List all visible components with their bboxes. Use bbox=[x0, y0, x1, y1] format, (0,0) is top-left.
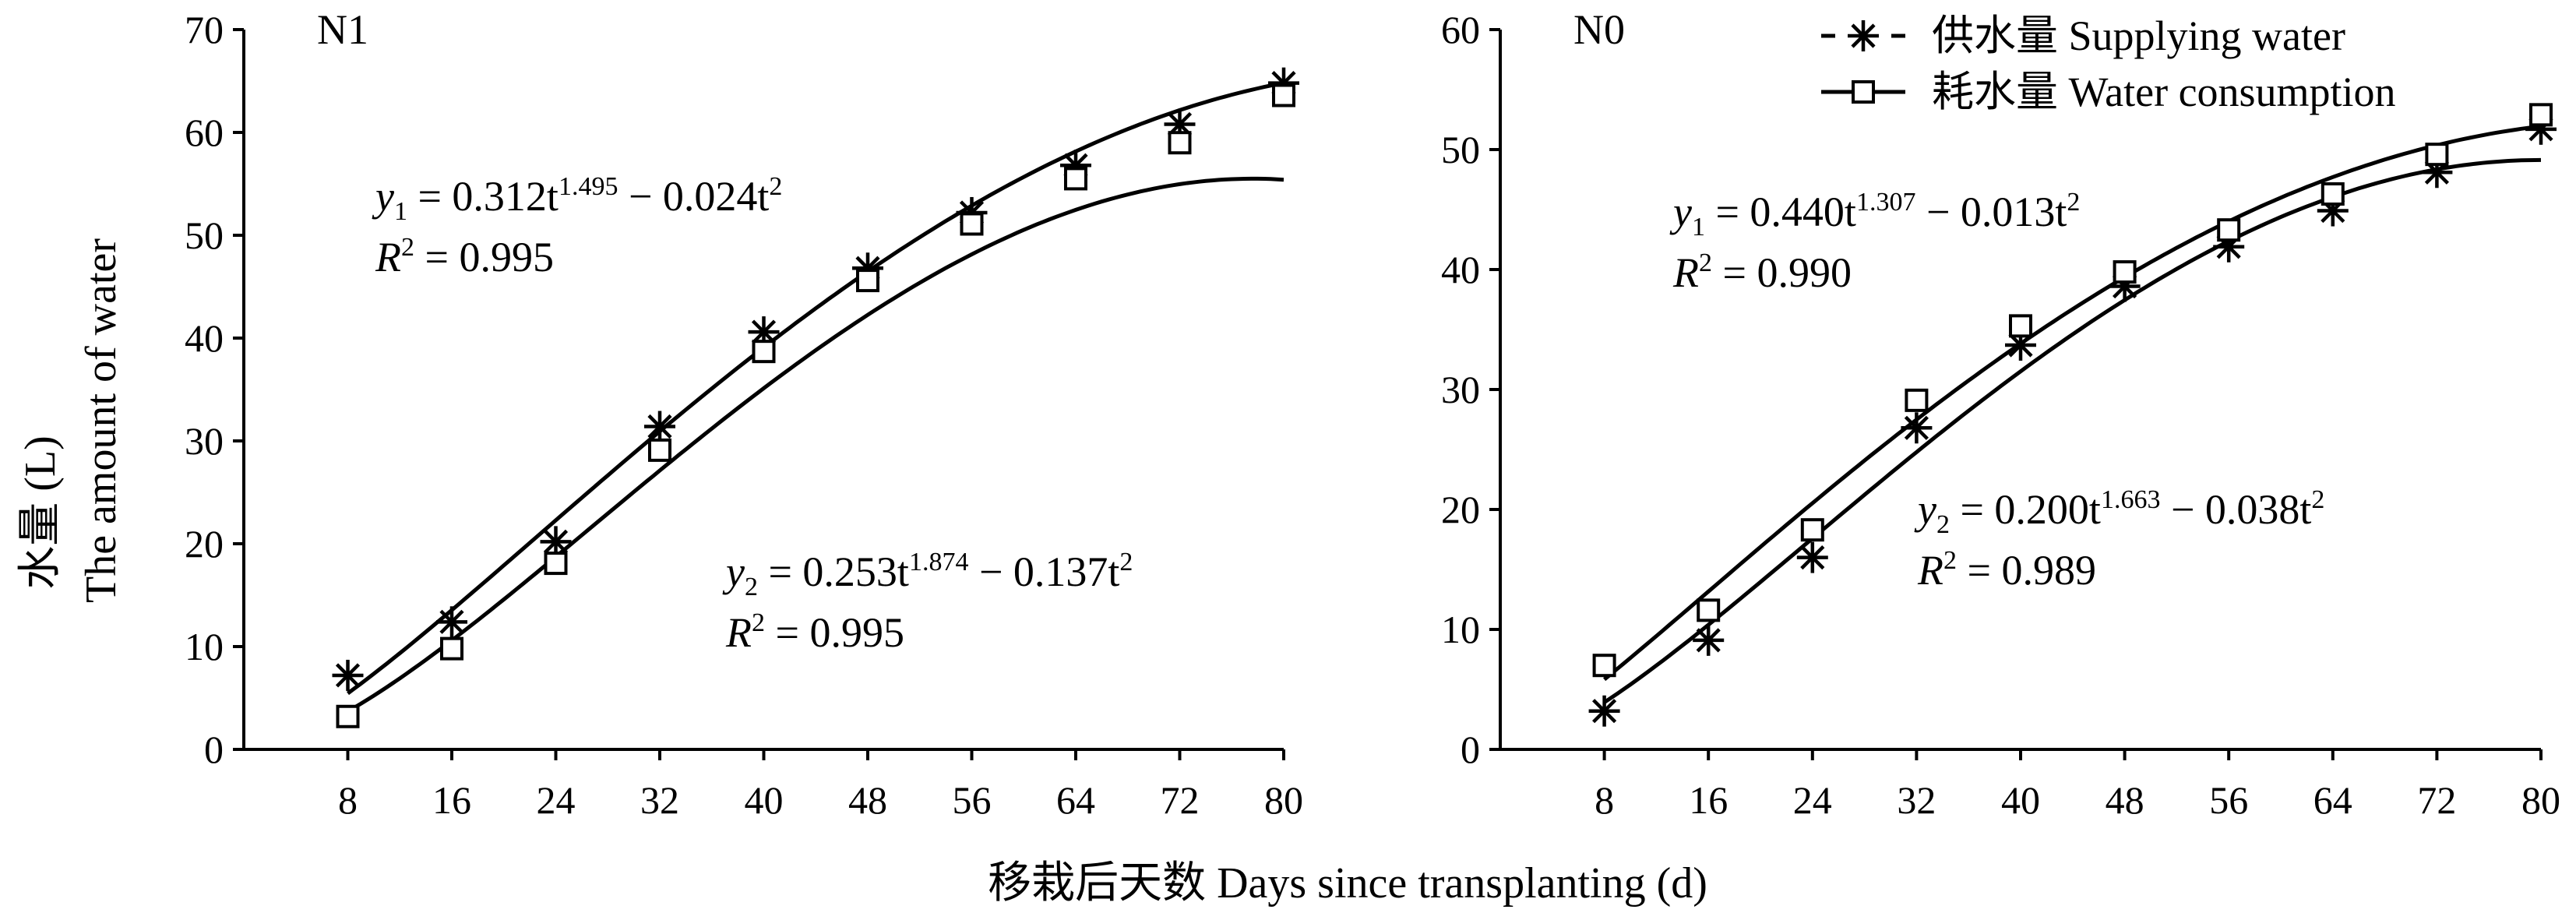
point-supply bbox=[540, 526, 572, 558]
x-tick-label: 48 bbox=[2106, 778, 2144, 822]
fit-curve-supply-n1 bbox=[347, 81, 1284, 696]
equation-y1-n1: y1 = 0.312t1.495 − 0.024t2 bbox=[372, 172, 782, 226]
y-tick-label: 30 bbox=[185, 419, 224, 463]
fit-curve-supply-n0 bbox=[1603, 157, 2542, 704]
y-tick-label: 20 bbox=[185, 522, 224, 566]
point-supply bbox=[1901, 412, 1933, 444]
x-axis-title: 移栽后天数 Days since transplanting (d) bbox=[988, 859, 1707, 908]
y-tick-label: 20 bbox=[1441, 488, 1480, 531]
panel-n1: N1 0 10 20 30 40 50 60 70 8 16 24 32 40 48 56 64 72 80 bbox=[185, 6, 1303, 822]
point-supply bbox=[436, 606, 467, 638]
y-tick-label: 40 bbox=[185, 316, 224, 360]
point-supply bbox=[1693, 624, 1725, 656]
legend-square-icon bbox=[1852, 80, 1875, 104]
y-tick-label: 70 bbox=[185, 8, 224, 51]
y-axis-title-en: The amount of water bbox=[77, 238, 125, 603]
x-tick-label: 80 bbox=[2521, 778, 2560, 822]
x-tick-label: 24 bbox=[1793, 778, 1832, 822]
point-consumption bbox=[1272, 83, 1295, 108]
y-tick-label: 10 bbox=[1441, 608, 1480, 651]
point-consumption bbox=[1697, 598, 1721, 622]
point-consumption bbox=[1905, 388, 1929, 412]
equation-y1-n0: y1 = 0.440t1.307 − 0.013t2 bbox=[1669, 188, 2080, 241]
point-consumption bbox=[856, 269, 879, 293]
equation-y2-n0: y2 = 0.200t1.663 − 0.038t2 bbox=[1914, 485, 2324, 539]
point-consumption bbox=[1168, 131, 1192, 155]
legend: 供水量 Supplying water 耗水量 Water consumptio… bbox=[1821, 12, 2396, 115]
panel-label-n1: N1 bbox=[317, 6, 368, 53]
point-consumption bbox=[336, 704, 360, 728]
point-consumption bbox=[2217, 218, 2241, 242]
panel-n0: N0 0 10 20 30 40 50 60 8 16 24 32 40 48 56 64 72 80 bbox=[1441, 6, 2560, 822]
y-tick-label: 60 bbox=[1441, 8, 1480, 51]
legend-consume-label: 耗水量 Water consumption bbox=[1932, 69, 2396, 115]
x-tick-label: 56 bbox=[953, 778, 992, 822]
y-tick-label: 40 bbox=[1441, 248, 1480, 291]
point-consumption bbox=[2425, 143, 2449, 167]
x-tick-label: 32 bbox=[640, 778, 679, 822]
fit-curve-consumption-n0 bbox=[1603, 124, 2542, 682]
y-axis-title-cn: 水量 (L) bbox=[16, 435, 65, 590]
x-tick-label: 32 bbox=[1897, 778, 1936, 822]
legend-asterisk-icon bbox=[1848, 20, 1879, 51]
point-consumption bbox=[960, 212, 984, 236]
point-consumption bbox=[1064, 167, 1087, 191]
x-tick-label: 72 bbox=[2417, 778, 2456, 822]
r2-y2-n1: R2 = 0.995 bbox=[725, 608, 904, 656]
point-consumption bbox=[2529, 103, 2553, 127]
point-consumption bbox=[1592, 654, 1616, 678]
point-consumption bbox=[544, 552, 568, 576]
x-tick-label: 16 bbox=[1689, 778, 1728, 822]
y-tick-label: 30 bbox=[1441, 368, 1480, 411]
point-consumption bbox=[2113, 260, 2137, 284]
y-tick-label: 50 bbox=[185, 213, 224, 257]
fit-curve-consumption-n1 bbox=[347, 176, 1284, 714]
x-tick-label: 16 bbox=[432, 778, 471, 822]
point-supply bbox=[332, 659, 364, 691]
point-consumption bbox=[440, 636, 463, 661]
point-supply bbox=[1588, 695, 1620, 727]
x-tick-label: 64 bbox=[2313, 778, 2352, 822]
panel-label-n0: N0 bbox=[1573, 6, 1625, 53]
point-consumption bbox=[2321, 182, 2345, 206]
x-tick-label: 72 bbox=[1161, 778, 1200, 822]
point-supply bbox=[644, 411, 675, 442]
r2-y1-n1: R2 = 0.995 bbox=[375, 233, 554, 280]
x-tick-label: 56 bbox=[2209, 778, 2248, 822]
legend-consume-symbol bbox=[1821, 80, 1905, 104]
y-tick-label: 0 bbox=[1461, 728, 1480, 771]
y-tick-label: 10 bbox=[185, 625, 224, 668]
x-tick-label: 64 bbox=[1056, 778, 1095, 822]
x-tick-label: 8 bbox=[1595, 778, 1614, 822]
y-tick-label: 60 bbox=[185, 111, 224, 154]
r2-y1-n0: R2 = 0.990 bbox=[1672, 249, 1852, 296]
legend-supply-symbol bbox=[1821, 20, 1905, 51]
point-supply bbox=[1796, 541, 1828, 573]
r2-y2-n0: R2 = 0.989 bbox=[1917, 546, 2096, 594]
x-tick-label: 48 bbox=[848, 778, 887, 822]
x-tick-label: 8 bbox=[338, 778, 358, 822]
legend-supply-label: 供水量 Supplying water bbox=[1932, 12, 2345, 59]
equation-y2-n1: y2 = 0.253t1.874 − 0.137t2 bbox=[722, 548, 1133, 601]
x-tick-label: 24 bbox=[537, 778, 576, 822]
x-tick-label: 40 bbox=[745, 778, 784, 822]
y-tick-label: 0 bbox=[204, 728, 224, 771]
x-tick-label: 80 bbox=[1264, 778, 1303, 822]
point-consumption bbox=[752, 340, 776, 364]
y-tick-label: 50 bbox=[1441, 128, 1480, 171]
point-consumption bbox=[1800, 518, 1824, 542]
point-consumption bbox=[648, 438, 671, 462]
x-tick-label: 40 bbox=[2001, 778, 2040, 822]
point-consumption bbox=[2009, 314, 2032, 338]
